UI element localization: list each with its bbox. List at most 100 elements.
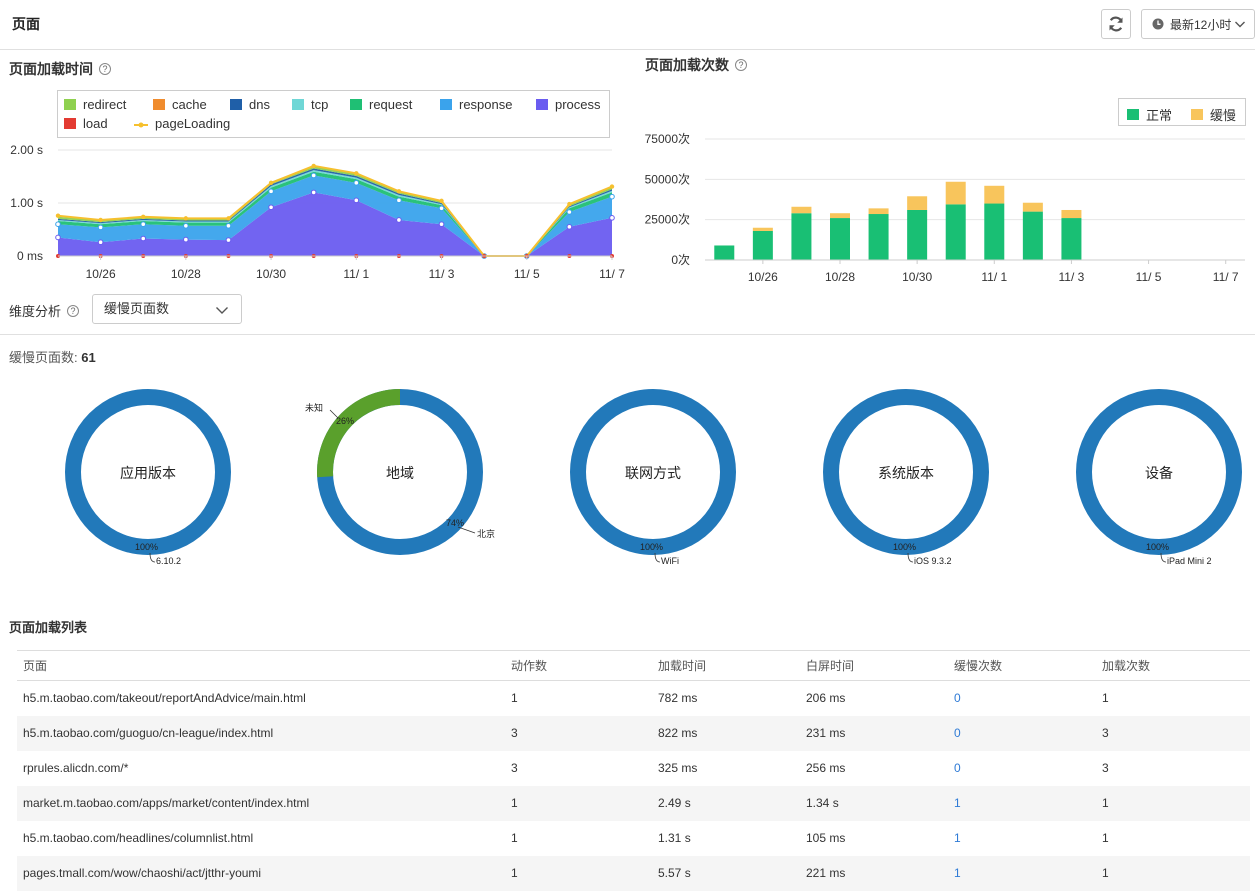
- data-point: [268, 204, 274, 211]
- data-point: [268, 180, 274, 186]
- page-list-table: 页面 动作数 加载时间 白屏时间 缓慢次数 加载次数 h5.m.taobao.com/tak…: [17, 650, 1250, 891]
- donut-2[interactable]: [300, 372, 500, 572]
- legend-label: redirect: [83, 97, 127, 112]
- leader-line: [654, 553, 661, 563]
- bar-slow[interactable]: [830, 213, 850, 219]
- dimension-select[interactable]: 缓慢页面数: [92, 294, 242, 324]
- donut-slice[interactable]: [65, 389, 231, 555]
- bar-slow[interactable]: [984, 185, 1005, 204]
- table-row[interactable]: market.m.taobao.com/apps/market/content/…: [17, 786, 1250, 821]
- data-point: [55, 213, 61, 218]
- slice-label: 未知: [305, 403, 324, 413]
- bar-normal[interactable]: [1061, 218, 1082, 260]
- col-load-time-header[interactable]: 加载时间: [658, 659, 707, 673]
- y-tick-label: 25000次: [645, 213, 690, 227]
- col-actions: 1: [511, 691, 518, 705]
- col-slow-count[interactable]: 1: [954, 866, 961, 880]
- legend-swatch: [1127, 109, 1139, 120]
- help-icon[interactable]: ?: [67, 304, 80, 317]
- data-point: [566, 209, 573, 215]
- legend-item-slow[interactable]: 缓慢: [1191, 105, 1236, 124]
- data-point: [98, 217, 103, 223]
- donut-slice[interactable]: [823, 389, 989, 555]
- bar-slow[interactable]: [791, 206, 812, 214]
- donut-slice[interactable]: [317, 389, 401, 478]
- donut-3[interactable]: [553, 372, 753, 572]
- leader-line: [149, 553, 156, 563]
- bar-normal[interactable]: [752, 230, 773, 260]
- table-row[interactable]: h5.m.taobao.com/headlines/columnlist.htm…: [17, 821, 1250, 856]
- donut-center-label: 应用版本: [120, 465, 176, 481]
- data-point: [140, 221, 147, 227]
- y-tick-label: 0 ms: [17, 249, 43, 263]
- table-row[interactable]: h5.m.taobao.com/guoguo/cn-league/index.h…: [17, 716, 1250, 751]
- bar-slow[interactable]: [1022, 202, 1043, 212]
- bar-normal[interactable]: [945, 204, 966, 260]
- bar-slow[interactable]: [868, 208, 889, 215]
- data-point: [311, 163, 316, 169]
- data-point: [354, 171, 359, 176]
- donut-slice[interactable]: [1076, 389, 1242, 555]
- help-icon[interactable]: ?: [99, 63, 111, 75]
- col-slow-count[interactable]: 1: [954, 796, 961, 810]
- legend-label: load: [83, 116, 108, 131]
- col-page: h5.m.taobao.com/guoguo/cn-league/index.h…: [23, 726, 274, 740]
- time-range-select[interactable]: 最新12小时: [1141, 9, 1255, 39]
- col-page: rprules.alicdn.com/*: [23, 761, 129, 775]
- bar-normal[interactable]: [984, 203, 1005, 260]
- col-page-header[interactable]: 页面: [23, 659, 48, 673]
- col-white-screen-header[interactable]: 白屏时间: [806, 659, 855, 673]
- col-slow-count[interactable]: 0: [954, 761, 961, 775]
- legend-item-cache[interactable]: cache: [153, 97, 207, 112]
- donut-5[interactable]: [1059, 372, 1255, 572]
- legend-item-load[interactable]: load: [64, 116, 108, 131]
- col-actions: 1: [511, 831, 518, 845]
- bar-slow[interactable]: [907, 196, 928, 210]
- table-row[interactable]: pages.tmall.com/wow/chaoshi/act/jtthr-yo…: [17, 856, 1250, 891]
- legend-item-normal[interactable]: 正常: [1127, 105, 1172, 124]
- table-row[interactable]: rprules.alicdn.com/* 3 325 ms 256 ms 0 3: [17, 751, 1250, 786]
- col-slow-count-header[interactable]: 缓慢次数: [954, 659, 1003, 673]
- legend-item-dns[interactable]: dns: [230, 97, 270, 112]
- refresh-button[interactable]: [1101, 9, 1131, 39]
- data-point: [140, 235, 147, 242]
- col-white-screen: 105 ms: [806, 831, 846, 845]
- donut-center-label: 地域: [386, 465, 414, 481]
- col-white-screen: 206 ms: [806, 691, 846, 705]
- bar-normal[interactable]: [791, 213, 812, 260]
- col-slow-count[interactable]: 0: [954, 691, 961, 705]
- legend-item-request[interactable]: request: [350, 97, 412, 112]
- bar-normal[interactable]: [868, 214, 889, 260]
- col-load-count-header[interactable]: 加载次数: [1102, 659, 1151, 673]
- slice-label: iPad Mini 2: [1167, 556, 1212, 566]
- data-point: [183, 236, 189, 243]
- data-point: [55, 234, 61, 241]
- legend-item-response[interactable]: response: [440, 97, 512, 112]
- legend-item-process[interactable]: process: [536, 97, 601, 112]
- slice-percent: 100%: [135, 542, 159, 552]
- data-point: [310, 189, 317, 196]
- bar-slow[interactable]: [752, 227, 773, 231]
- donut-4[interactable]: [806, 372, 1006, 572]
- col-load-count: 3: [1102, 761, 1109, 775]
- bar-normal[interactable]: [907, 209, 928, 260]
- donut-slice[interactable]: [570, 389, 736, 555]
- col-slow-count[interactable]: 0: [954, 726, 961, 740]
- col-actions-header[interactable]: 动作数: [511, 659, 548, 673]
- bar-slow[interactable]: [945, 181, 966, 205]
- top-bar: 页面 最新12小时: [0, 0, 1255, 50]
- bar-normal[interactable]: [830, 218, 850, 260]
- legend-item-pageloading[interactable]: pageLoading: [134, 116, 230, 131]
- slice-percent: 100%: [640, 542, 664, 552]
- legend-item-redirect[interactable]: redirect: [64, 97, 126, 112]
- bar-slow[interactable]: [1061, 209, 1082, 219]
- col-actions: 3: [511, 726, 518, 740]
- donut-1[interactable]: [48, 372, 248, 572]
- legend-item-tcp[interactable]: tcp: [292, 97, 328, 112]
- table-row[interactable]: h5.m.taobao.com/takeout/reportAndAdvice/…: [17, 681, 1250, 716]
- help-icon[interactable]: ?: [735, 59, 747, 71]
- bar-normal[interactable]: [714, 245, 735, 260]
- legend-label: process: [555, 97, 601, 112]
- bar-normal[interactable]: [1022, 211, 1043, 260]
- col-slow-count[interactable]: 1: [954, 831, 961, 845]
